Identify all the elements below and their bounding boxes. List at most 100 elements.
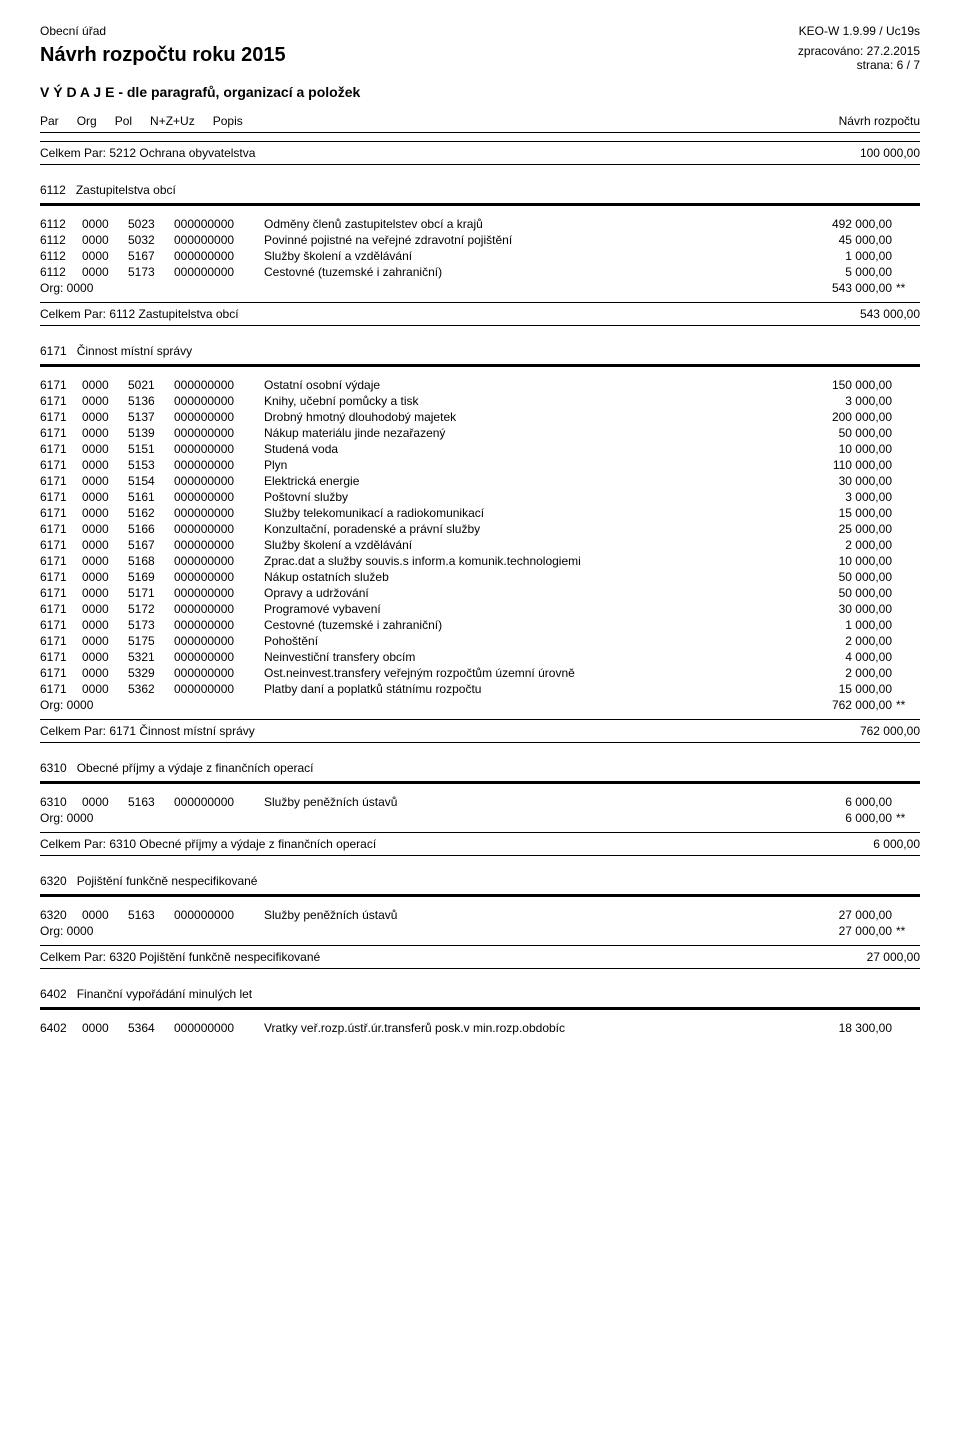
table-row: 640200005364000000000Vratky veř.rozp.úst…	[40, 1020, 920, 1036]
cell-org: 0000	[82, 682, 128, 696]
section-code: 6402	[40, 987, 67, 1001]
cell-pol: 5167	[128, 249, 174, 263]
cell-amount: 30 000,00	[782, 602, 892, 616]
table-row: 617100005321000000000Neinvestiční transf…	[40, 649, 920, 665]
cell-nzuz: 000000000	[174, 650, 264, 664]
stars: **	[892, 924, 920, 938]
total-6310-label: Celkem Par: 6310 Obecné příjmy a výdaje …	[40, 837, 376, 851]
table-row: 617100005136000000000Knihy, učební pomůc…	[40, 393, 920, 409]
heavy-rule	[40, 364, 920, 367]
stars: **	[892, 698, 920, 712]
cell-popis: Povinné pojistné na veřejné zdravotní po…	[264, 233, 782, 247]
cell-empty	[892, 908, 920, 922]
cell-amount: 50 000,00	[782, 426, 892, 440]
total-6112-label: Celkem Par: 6112 Zastupitelstva obcí	[40, 307, 239, 321]
cell-par: 6171	[40, 634, 82, 648]
cell-org: 0000	[82, 908, 128, 922]
cell-empty	[892, 618, 920, 632]
table-row: 617100005154000000000Elektrická energie3…	[40, 473, 920, 489]
cell-pol: 5362	[128, 682, 174, 696]
org-label: Org: 0000	[40, 811, 264, 825]
total-6320: Celkem Par: 6320 Pojištění funkčně nespe…	[40, 945, 920, 969]
org-row-6112: Org: 0000 543 000,00 **	[40, 280, 920, 296]
cell-org: 0000	[82, 554, 128, 568]
cell-org: 0000	[82, 378, 128, 392]
table-row: 617100005362000000000Platby daní a popla…	[40, 681, 920, 697]
table-row: 617100005167000000000Služby školení a vz…	[40, 537, 920, 553]
table-row: 617100005162000000000Služby telekomunika…	[40, 505, 920, 521]
cell-pol: 5166	[128, 522, 174, 536]
cell-org: 0000	[82, 666, 128, 680]
rows-6171: 617100005021000000000Ostatní osobní výda…	[40, 377, 920, 697]
cell-amount: 45 000,00	[782, 233, 892, 247]
table-row: 617100005153000000000Plyn110 000,00	[40, 457, 920, 473]
cell-nzuz: 000000000	[174, 233, 264, 247]
cell-popis: Opravy a udržování	[264, 586, 782, 600]
cell-amount: 5 000,00	[782, 265, 892, 279]
org-name: Obecní úřad	[40, 24, 106, 38]
total-6171-label: Celkem Par: 6171 Činnost místní správy	[40, 724, 255, 738]
col-navrh: Návrh rozpočtu	[839, 114, 920, 128]
cell-amount: 150 000,00	[782, 378, 892, 392]
table-row: 611200005032000000000Povinné pojistné na…	[40, 232, 920, 248]
heavy-rule	[40, 1007, 920, 1010]
cell-pol: 5161	[128, 490, 174, 504]
title-row: Návrh rozpočtu roku 2015 zpracováno: 27.…	[40, 44, 920, 72]
cell-pol: 5321	[128, 650, 174, 664]
cell-nzuz: 000000000	[174, 618, 264, 632]
table-row: 611200005173000000000Cestovné (tuzemské …	[40, 264, 920, 280]
cell-org: 0000	[82, 474, 128, 488]
col-org: Org	[77, 114, 97, 128]
cell-nzuz: 000000000	[174, 682, 264, 696]
cell-org: 0000	[82, 538, 128, 552]
cell-org: 0000	[82, 618, 128, 632]
stars: **	[892, 281, 920, 295]
subtitle: V Ý D A J E - dle paragrafů, organizací …	[40, 84, 920, 100]
cell-pol: 5168	[128, 554, 174, 568]
cell-empty	[892, 634, 920, 648]
cell-empty	[892, 458, 920, 472]
cell-popis: Pohoštění	[264, 634, 782, 648]
cell-empty	[892, 265, 920, 279]
total-6112: Celkem Par: 6112 Zastupitelstva obcí 543…	[40, 302, 920, 326]
cell-org: 0000	[82, 233, 128, 247]
cell-empty	[892, 650, 920, 664]
cell-amount: 2 000,00	[782, 634, 892, 648]
section-title: Pojištění funkčně nespecifikované	[77, 874, 258, 888]
cell-pol: 5136	[128, 394, 174, 408]
cell-pol: 5163	[128, 795, 174, 809]
cell-par: 6171	[40, 618, 82, 632]
cell-empty	[892, 506, 920, 520]
cell-par: 6171	[40, 538, 82, 552]
org-row-6171: Org: 0000 762 000,00 **	[40, 697, 920, 713]
cell-par: 6171	[40, 442, 82, 456]
cell-amount: 200 000,00	[782, 410, 892, 424]
cell-amount: 18 300,00	[782, 1021, 892, 1035]
cell-popis: Služby školení a vzdělávání	[264, 538, 782, 552]
cell-empty	[892, 490, 920, 504]
cell-amount: 50 000,00	[782, 586, 892, 600]
total-6310: Celkem Par: 6310 Obecné příjmy a výdaje …	[40, 832, 920, 856]
table-row: 611200005023000000000Odměny členů zastup…	[40, 216, 920, 232]
cell-empty	[892, 602, 920, 616]
cell-amount: 1 000,00	[782, 249, 892, 263]
app-version: KEO-W 1.9.99 / Uc19s	[799, 24, 920, 38]
cell-org: 0000	[82, 249, 128, 263]
column-header: Par Org Pol N+Z+Uz Popis Návrh rozpočtu	[40, 114, 920, 133]
col-nzuz: N+Z+Uz	[150, 114, 195, 128]
cell-nzuz: 000000000	[174, 1021, 264, 1035]
page-title: Návrh rozpočtu roku 2015	[40, 44, 286, 67]
cell-pol: 5329	[128, 666, 174, 680]
org-label: Org: 0000	[40, 698, 264, 712]
table-row: 611200005167000000000Služby školení a vz…	[40, 248, 920, 264]
cell-amount: 25 000,00	[782, 522, 892, 536]
cell-amount: 50 000,00	[782, 570, 892, 584]
cell-popis: Konzultační, poradenské a právní služby	[264, 522, 782, 536]
org-val: 543 000,00	[782, 281, 892, 295]
cell-empty	[892, 426, 920, 440]
section-head-6310: 6310 Obecné příjmy a výdaje z finančních…	[40, 761, 920, 775]
section-head-6112: 6112 Zastupitelstva obcí	[40, 183, 920, 197]
total-6320-val: 27 000,00	[867, 950, 920, 964]
section-title: Činnost místní správy	[77, 344, 192, 358]
processed-date: zpracováno: 27.2.2015	[798, 44, 920, 58]
